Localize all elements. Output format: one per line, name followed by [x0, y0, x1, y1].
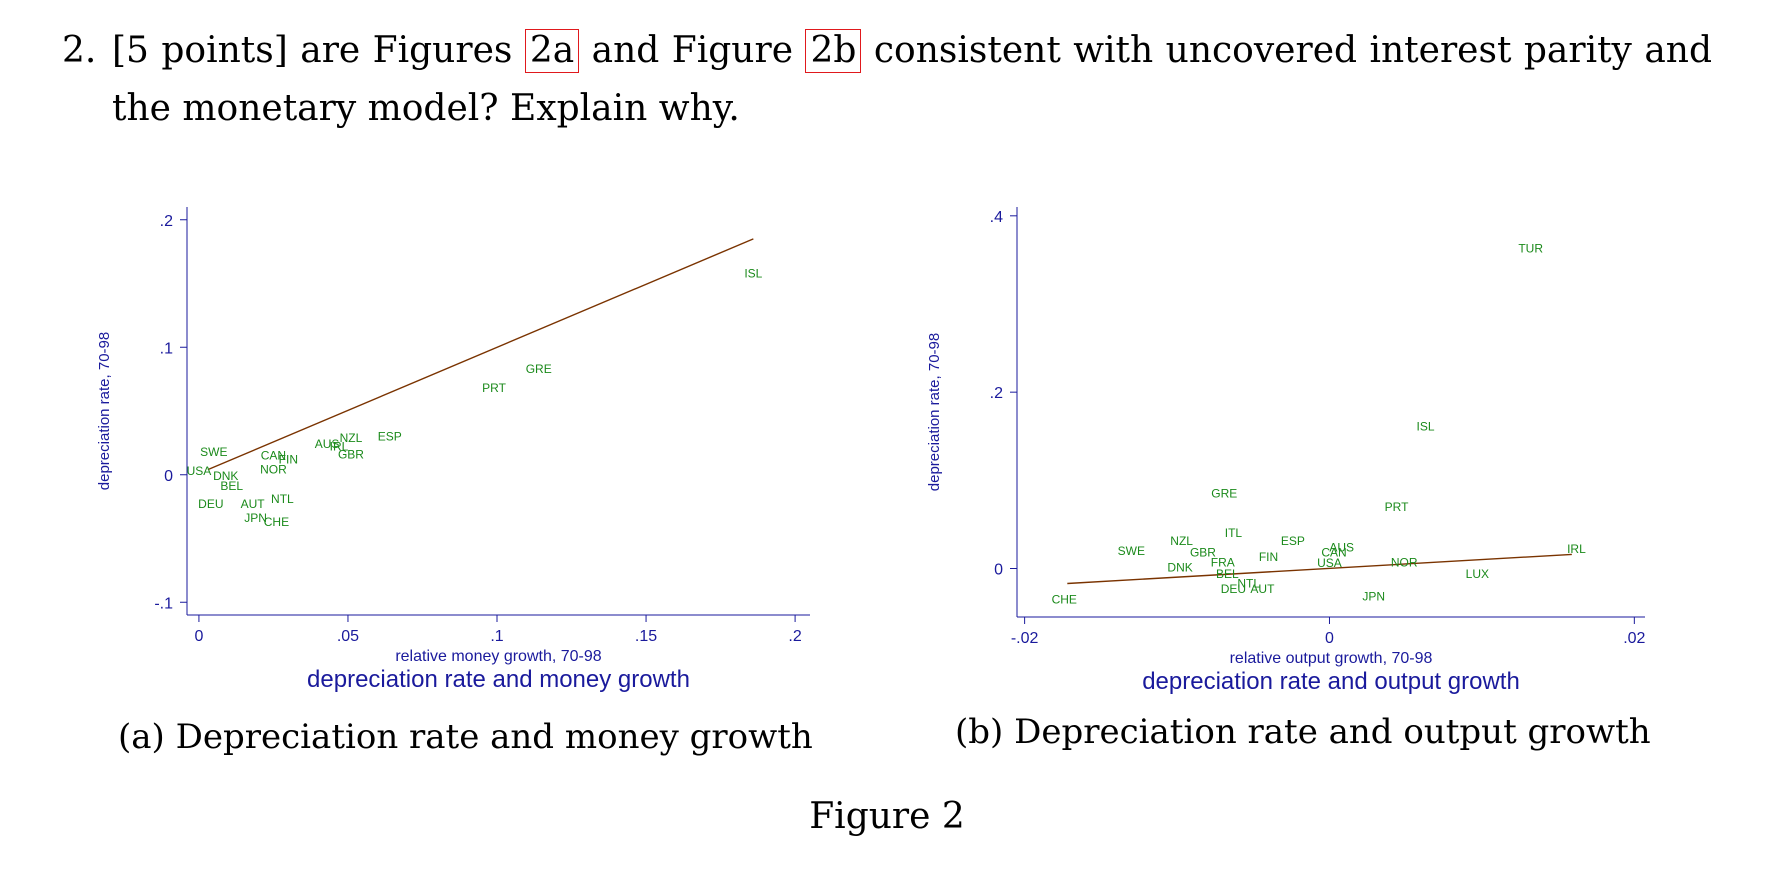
question-text-before: [5 points] are Figures [112, 30, 513, 71]
point-label-swe: SWE [1118, 544, 1145, 558]
y-tick-label: .2 [990, 385, 1003, 402]
fitted-regression-line [207, 238, 754, 471]
point-label-esp: ESP [1281, 534, 1305, 548]
fitted-regression-line [1067, 553, 1572, 585]
x-tick-label: .15 [635, 628, 657, 645]
point-label-dnk: DNK [1167, 561, 1192, 575]
point-label-usa: USA [1317, 556, 1342, 570]
point-label-aut: AUT [241, 497, 266, 511]
chart-title: depreciation rate and output growth [1142, 668, 1520, 695]
point-label-tur: TUR [1518, 241, 1543, 255]
point-label-lux: LUX [1466, 567, 1489, 581]
figure-title: Figure 2 [809, 796, 965, 837]
question-text-middle: and Figure [591, 30, 794, 71]
chart-title: depreciation rate and money growth [307, 666, 690, 693]
y-tick-label: -.1 [154, 595, 173, 612]
caption-figure-b: (b) Depreciation rate and output growth [955, 712, 1651, 752]
point-label-fra: FRA [1211, 555, 1235, 569]
point-label-aus: AUS [315, 437, 340, 451]
figure-reference-2a-link[interactable]: 2a [524, 29, 580, 73]
point-label-aut: AUT [1250, 582, 1275, 596]
x-tick-label: .02 [1623, 630, 1645, 647]
point-label-bel: BEL [1216, 567, 1239, 581]
y-tick-label: .4 [990, 209, 1003, 226]
point-label-gbr: GBR [1190, 546, 1216, 560]
y-tick-label: .1 [160, 340, 173, 357]
point-label-deu: DEU [1221, 582, 1246, 596]
point-label-usa: USA [187, 464, 212, 478]
point-label-ntl: NTL [1237, 576, 1260, 590]
x-tick-label: 0 [1325, 630, 1334, 647]
point-label-esp: ESP [378, 430, 402, 444]
point-label-fin: FIN [1259, 550, 1278, 564]
point-label-swe: SWE [200, 445, 227, 459]
point-label-irl: IRL [330, 440, 349, 454]
x-tick-label: 0 [194, 628, 203, 645]
caption-figure-a: (a) Depreciation rate and money growth [118, 717, 813, 757]
point-label-ntl: NTL [271, 492, 294, 506]
point-label-jpn: JPN [1362, 590, 1385, 604]
chart-output-growth: 0 .2 .4 -.02 0 .02 depreciation rate, 70-98 rel… [926, 207, 1646, 695]
point-label-gbr: GBR [338, 447, 364, 461]
question-text-after: consistent with uncovered interest parit… [112, 30, 1713, 129]
point-label-can: CAN [1321, 546, 1346, 560]
point-label-prt: PRT [1385, 500, 1409, 514]
point-label-nor: NOR [260, 463, 287, 477]
point-label-aus: AUS [1329, 540, 1354, 554]
point-label-nzl: NZL [340, 431, 363, 445]
y-tick-label: 0 [994, 562, 1003, 579]
point-label-nzl: NZL [1170, 534, 1193, 548]
x-tick-label: .1 [490, 628, 503, 645]
figure-reference-2b-link[interactable]: 2b [805, 29, 862, 73]
point-label-itl: ITL [1225, 526, 1243, 540]
point-label-gre: GRE [1211, 487, 1237, 501]
point-label-dnk: DNK [213, 469, 238, 483]
y-axis-title: depreciation rate, 70-98 [96, 332, 113, 490]
point-label-gre: GRE [526, 362, 552, 376]
point-label-che: CHE [264, 515, 289, 529]
x-tick-label: -.02 [1011, 630, 1039, 647]
point-label-irl: IRL [1567, 542, 1586, 556]
question-body: [5 points] are Figures 2a and Figure 2b … [62, 22, 1712, 138]
point-label-prt: PRT [482, 381, 506, 395]
x-axis-title: relative output growth, 70-98 [1230, 650, 1433, 667]
point-label-isl: ISL [744, 266, 762, 280]
x-tick-label: .2 [788, 628, 801, 645]
x-tick-label: .05 [337, 628, 359, 645]
point-label-deu: DEU [198, 497, 223, 511]
point-label-nor: NOR [1391, 555, 1418, 569]
point-label-jpn: JPN [244, 511, 267, 525]
question-text: 2. [5 points] are Figures 2a and Figure … [62, 22, 1712, 138]
point-label-can: CAN [261, 449, 286, 463]
chart-money-growth: -.1 0 .1 .2 0 .05 .1 .15 .2 depreciation rate, 70… [96, 207, 810, 693]
y-tick-label: 0 [164, 468, 173, 485]
point-label-isl: ISL [1416, 420, 1434, 434]
x-axis-title: relative money growth, 70-98 [395, 648, 601, 665]
y-axis-title: depreciation rate, 70-98 [926, 333, 943, 491]
y-tick-label: .2 [160, 213, 173, 230]
point-label-fin: FIN [279, 452, 298, 466]
point-label-che: CHE [1052, 592, 1077, 606]
point-label-bel: BEL [220, 479, 243, 493]
question-number: 2. [62, 30, 97, 71]
